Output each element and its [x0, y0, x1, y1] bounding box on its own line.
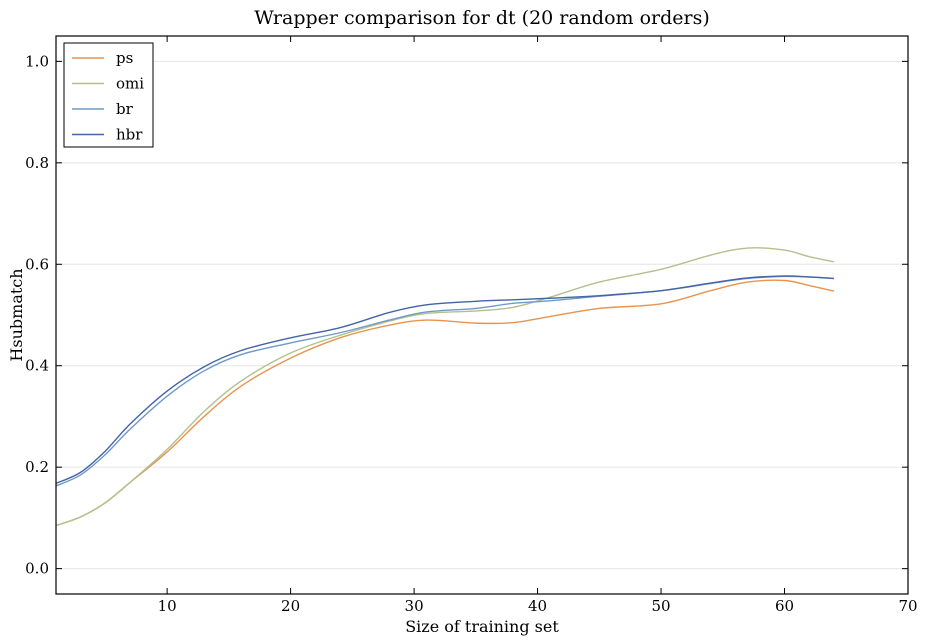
legend-label-omi: omi: [116, 75, 144, 93]
x-tick-label: 10: [158, 597, 177, 615]
y-axis-label: Hsubmatch: [7, 268, 26, 361]
y-tick-label: 0.6: [25, 255, 49, 273]
legend: ps omi br hbr: [63, 42, 154, 148]
chart-title: Wrapper comparison for dt (20 random ord…: [254, 7, 710, 29]
y-tick-label: 0.0: [25, 560, 49, 578]
y-tick-label: 0.8: [25, 154, 49, 172]
y-tick-label: 1.0: [25, 52, 49, 70]
y-axis-ticks: 0.0 0.2 0.4 0.6 0.8 1.0: [25, 52, 908, 578]
x-axis-ticks: 10 20 30 40 50 60 70: [158, 36, 918, 615]
series-line-br: [55, 275, 834, 487]
legend-box: [63, 42, 154, 148]
x-tick-label: 30: [405, 597, 424, 615]
y-tick-label: 0.2: [25, 458, 49, 476]
x-tick-label: 70: [898, 597, 917, 615]
legend-label-hbr: hbr: [116, 126, 143, 144]
x-tick-label: 60: [775, 597, 794, 615]
grid-lines: [56, 60, 908, 570]
series-line-omi: [55, 247, 835, 527]
x-tick-label: 50: [651, 597, 670, 615]
legend-label-ps: ps: [116, 49, 133, 67]
x-axis-label: Size of training set: [405, 617, 559, 636]
x-tick-label: 40: [528, 597, 547, 615]
y-tick-label: 0.4: [25, 357, 49, 375]
plot-frame: [55, 35, 909, 595]
series-line-ps: [55, 279, 835, 527]
series-line-hbr: [55, 275, 834, 485]
legend-label-br: br: [116, 100, 134, 118]
x-tick-label: 20: [281, 597, 300, 615]
series-lines: [55, 247, 835, 527]
